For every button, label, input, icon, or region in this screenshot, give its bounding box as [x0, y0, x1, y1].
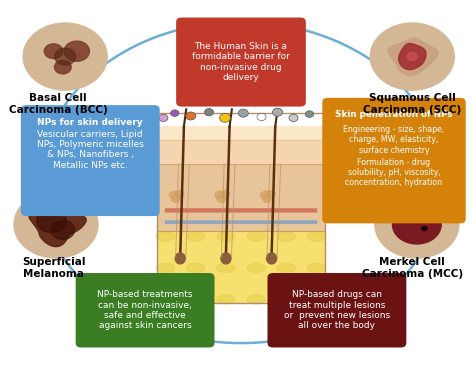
Text: Formulation - drug
solubility, pH, viscosity,
concentration, hydration: Formulation - drug solubility, pH, visco…	[346, 158, 443, 188]
Circle shape	[273, 108, 283, 116]
Text: Basal Cell
Carcinoma (BCC): Basal Cell Carcinoma (BCC)	[9, 93, 108, 115]
Ellipse shape	[277, 295, 295, 304]
FancyBboxPatch shape	[156, 164, 326, 231]
FancyBboxPatch shape	[165, 208, 317, 212]
Circle shape	[23, 23, 107, 90]
Ellipse shape	[247, 232, 265, 241]
Circle shape	[159, 114, 168, 122]
Ellipse shape	[187, 232, 205, 241]
Text: Engineering - size, shape,
charge, MW, elasticity,
surface chemistry: Engineering - size, shape, charge, MW, e…	[343, 125, 445, 155]
Text: NP-based treatments
can be non-invasive,
safe and effective
against skin cancers: NP-based treatments can be non-invasive,…	[97, 290, 193, 330]
Text: NP-based drugs can
treat multiple lesions
or  prevent new lesions
all over the b: NP-based drugs can treat multiple lesion…	[284, 290, 390, 330]
Ellipse shape	[266, 253, 277, 264]
Polygon shape	[37, 209, 66, 233]
Circle shape	[55, 48, 76, 65]
Circle shape	[289, 114, 298, 122]
Circle shape	[257, 113, 266, 120]
Circle shape	[305, 111, 314, 118]
Ellipse shape	[156, 264, 175, 272]
Circle shape	[55, 61, 71, 74]
Ellipse shape	[307, 295, 326, 304]
Circle shape	[215, 191, 224, 199]
FancyBboxPatch shape	[156, 126, 326, 140]
Circle shape	[404, 213, 414, 221]
Text: Squamous Cell
Carcinoma (SCC): Squamous Cell Carcinoma (SCC)	[363, 93, 461, 115]
Ellipse shape	[307, 232, 326, 241]
Polygon shape	[51, 220, 74, 239]
Circle shape	[261, 191, 270, 199]
FancyBboxPatch shape	[21, 105, 160, 216]
Text: Vesicular carriers, Lipid
NPs, Polymeric micelles
& NPs, Nanofibers ,
Metallic N: Vesicular carriers, Lipid NPs, Polymeric…	[37, 130, 144, 170]
Ellipse shape	[217, 264, 235, 272]
Ellipse shape	[217, 232, 235, 241]
Ellipse shape	[156, 232, 175, 241]
Polygon shape	[388, 38, 438, 75]
Ellipse shape	[187, 295, 205, 304]
Ellipse shape	[277, 232, 295, 241]
Circle shape	[422, 227, 427, 231]
Circle shape	[370, 23, 454, 90]
FancyBboxPatch shape	[156, 231, 326, 303]
Ellipse shape	[221, 253, 231, 264]
Ellipse shape	[175, 253, 185, 264]
Circle shape	[44, 44, 63, 59]
Circle shape	[220, 191, 229, 198]
Ellipse shape	[247, 264, 265, 272]
Circle shape	[266, 191, 275, 198]
Polygon shape	[29, 202, 86, 247]
Circle shape	[64, 41, 90, 61]
Circle shape	[171, 110, 179, 116]
Polygon shape	[399, 43, 426, 70]
Circle shape	[169, 191, 178, 199]
Text: Superficial
Melanoma: Superficial Melanoma	[22, 257, 85, 279]
Circle shape	[407, 53, 417, 61]
Ellipse shape	[307, 264, 326, 272]
Circle shape	[186, 112, 196, 120]
Circle shape	[204, 108, 214, 116]
FancyBboxPatch shape	[76, 273, 215, 347]
Text: Skin penetration of NPs: Skin penetration of NPs	[335, 110, 453, 119]
Ellipse shape	[156, 295, 175, 304]
Circle shape	[392, 205, 441, 244]
Circle shape	[14, 191, 98, 258]
FancyBboxPatch shape	[267, 273, 406, 347]
FancyBboxPatch shape	[322, 98, 465, 223]
Text: Merkel Cell
Carcinoma (MCC): Merkel Cell Carcinoma (MCC)	[362, 257, 463, 279]
Circle shape	[375, 191, 459, 258]
Ellipse shape	[217, 295, 235, 304]
FancyBboxPatch shape	[156, 140, 326, 164]
Circle shape	[238, 109, 248, 117]
Text: NPs for skin delivery: NPs for skin delivery	[37, 118, 143, 127]
Circle shape	[175, 191, 184, 198]
Text: The Human Skin is a
formidable barrier for
non-invasive drug
delivery: The Human Skin is a formidable barrier f…	[192, 42, 290, 82]
Ellipse shape	[247, 295, 265, 304]
Ellipse shape	[187, 264, 205, 272]
Circle shape	[217, 195, 226, 202]
FancyBboxPatch shape	[165, 220, 317, 224]
Circle shape	[219, 114, 230, 122]
Circle shape	[171, 195, 180, 202]
Ellipse shape	[277, 264, 295, 272]
Circle shape	[263, 195, 272, 202]
FancyBboxPatch shape	[176, 18, 306, 107]
